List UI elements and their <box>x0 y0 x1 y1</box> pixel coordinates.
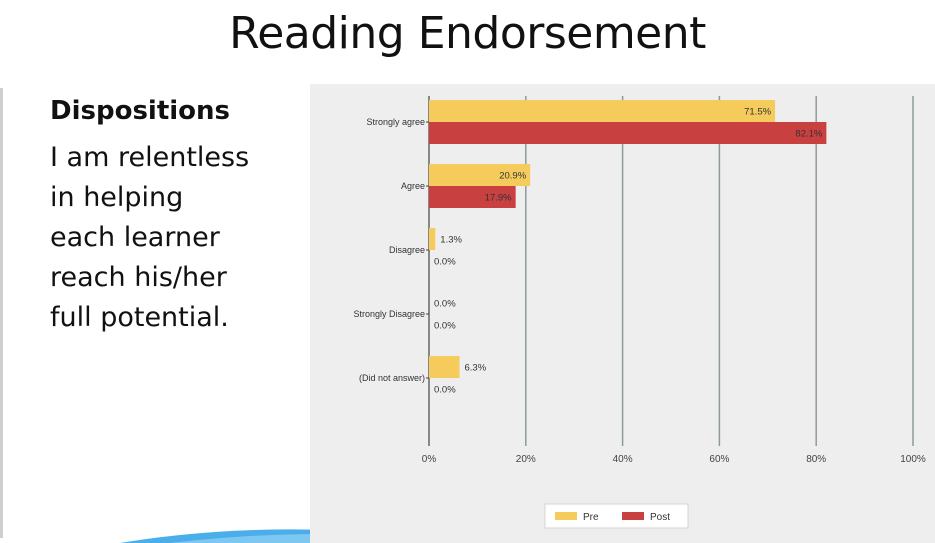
legend-swatch <box>622 512 644 520</box>
body-line: reach his/her <box>50 262 227 293</box>
x-tick-label: 20% <box>516 454 536 465</box>
bar-pre <box>429 228 436 250</box>
bar-pre <box>429 100 776 122</box>
data-label: 17.9% <box>485 193 512 204</box>
x-tick-label: 40% <box>613 454 633 465</box>
x-tick-label: 100% <box>900 454 926 465</box>
data-label: 0.0% <box>434 321 456 332</box>
legend-swatch <box>555 512 577 520</box>
body-line: full potential. <box>50 302 229 333</box>
bar-post <box>429 122 827 144</box>
data-label: 0.0% <box>434 299 456 310</box>
legend-label: Pre <box>583 512 599 523</box>
bar-chart: 0% 20% 40% 60% 80% 100% Strongly agree 71.5% 82.… <box>353 96 926 529</box>
slide-text-block: Dispositions I am relentless in helping … <box>50 96 310 338</box>
category-label: Disagree <box>389 245 425 255</box>
data-label: 0.0% <box>434 385 456 396</box>
category-label: Agree <box>401 181 425 191</box>
legend-label: Post <box>650 512 670 523</box>
x-tick-label: 60% <box>709 454 729 465</box>
data-label: 82.1% <box>795 129 822 140</box>
left-divider <box>0 88 3 538</box>
bar-post <box>429 186 516 208</box>
data-label: 1.3% <box>440 235 462 246</box>
data-label: 6.3% <box>464 363 486 374</box>
data-label: 71.5% <box>744 107 771 118</box>
bar-pre <box>429 164 531 186</box>
category-label: Strongly Disagree <box>353 309 425 319</box>
body-line: in helping <box>50 182 184 213</box>
category-label: Strongly agree <box>366 117 425 127</box>
x-tick-label: 0% <box>422 454 437 465</box>
chart-panel: 0% 20% 40% 60% 80% 100% Strongly agree 71.5% 82.… <box>310 84 935 543</box>
category-label: (Did not answer) <box>359 373 425 383</box>
body-line: each learner <box>50 222 220 253</box>
subheading: Dispositions <box>50 96 231 126</box>
slide-title: Reading Endorsement <box>229 8 706 59</box>
data-label: 20.9% <box>499 171 526 182</box>
bar-pre <box>429 356 460 378</box>
body-line: I am relentless <box>50 142 250 173</box>
x-tick-label: 80% <box>806 454 826 465</box>
data-label: 0.0% <box>434 257 456 268</box>
